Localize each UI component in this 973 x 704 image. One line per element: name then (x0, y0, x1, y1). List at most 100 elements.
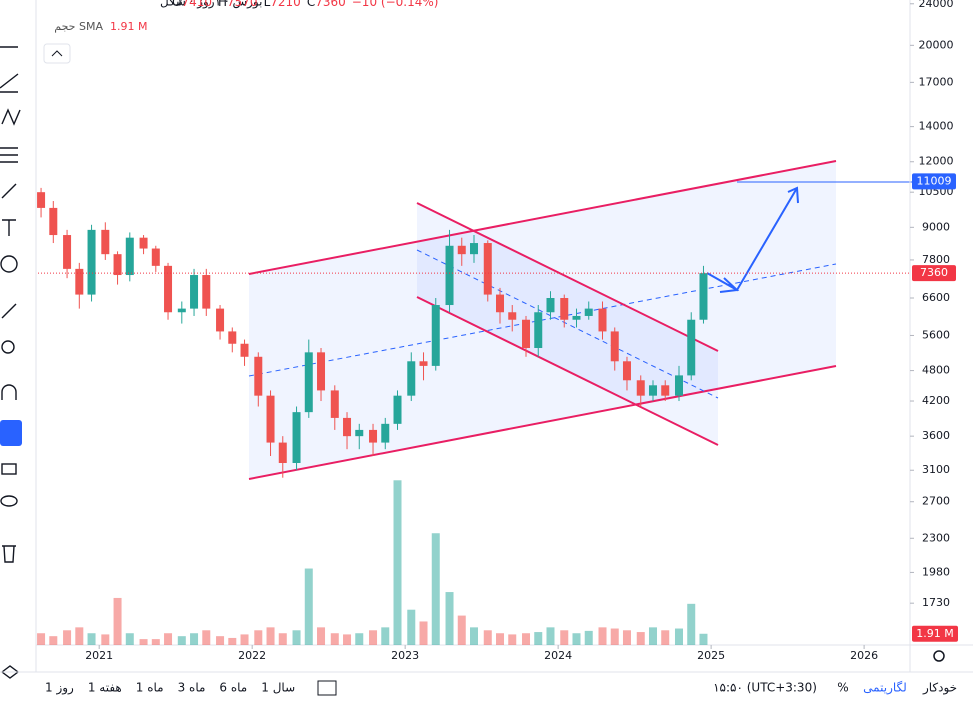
tool-emoji[interactable] (0, 255, 18, 273)
ohlc-value: 7410 (181, 0, 212, 9)
tool-ruler[interactable] (1, 303, 17, 319)
volume-bar (622, 630, 631, 645)
volume-bar (661, 630, 670, 645)
y-tick-label: 3100 (922, 463, 950, 476)
volume-bar (330, 633, 339, 645)
volume-bar (508, 634, 517, 645)
tool-lock-draw-active[interactable] (0, 420, 22, 446)
x-tick-label: 2024 (544, 649, 572, 662)
range-button[interactable]: 6 ماه (219, 681, 247, 695)
candle-body (87, 229, 96, 295)
candle-body (355, 429, 364, 437)
volume-bar (445, 592, 454, 645)
candle-body (125, 237, 134, 276)
volume-bar (87, 633, 96, 645)
volume-bar (125, 633, 134, 645)
x-tick-label: 2023 (391, 649, 419, 662)
settings[interactable] (933, 650, 945, 662)
last-price-box (912, 265, 956, 282)
candle-body (534, 312, 543, 349)
volume-bar (431, 533, 440, 645)
candle-body (546, 298, 555, 313)
tool-pattern[interactable] (1, 108, 21, 126)
volume-bar (483, 630, 492, 645)
tool-magnet[interactable] (1, 384, 17, 400)
tool-brush[interactable] (1, 183, 17, 199)
range-button[interactable]: 1 روز (45, 681, 74, 696)
volume-box (912, 625, 958, 642)
candle-body (330, 390, 339, 418)
candle-body (49, 207, 58, 236)
volume-bar (113, 597, 122, 645)
candle-body (560, 298, 569, 320)
volume-bar (216, 636, 225, 645)
candle-body (228, 331, 237, 344)
volume-bar (674, 628, 683, 645)
candle-body (622, 361, 631, 381)
candle-body (483, 243, 492, 295)
volume-label: 1.91 M (916, 627, 953, 640)
x-tick-label: 2026 (850, 649, 878, 662)
volume-bar (636, 632, 645, 645)
volume-bar (343, 634, 352, 645)
volume-bar (546, 627, 555, 645)
channel-line[interactable] (248, 365, 837, 480)
tool-visibility[interactable] (0, 495, 18, 507)
candle-body (278, 442, 287, 464)
change: −10 (−0.14%) (352, 0, 439, 9)
channel-line[interactable] (416, 296, 719, 446)
y-tick-label: 3600 (922, 429, 950, 442)
y-tick-label: 4200 (922, 394, 950, 407)
range-button[interactable]: 1 سال (261, 681, 295, 695)
volume-bar (292, 630, 301, 645)
candle-body (522, 319, 531, 349)
tool-text[interactable] (2, 219, 16, 236)
candle-body (648, 385, 657, 396)
candle-body (381, 423, 390, 443)
candle-body (292, 412, 301, 464)
candle-body (699, 273, 708, 320)
candle-body (393, 395, 402, 424)
y-tick-label: 6600 (922, 291, 950, 304)
volume-bar (407, 609, 416, 645)
candle-body (419, 361, 428, 366)
ohlc-label: H (218, 0, 227, 9)
collapse-button[interactable] (43, 43, 71, 64)
volume-bar (610, 628, 619, 645)
volume-bar (470, 627, 478, 645)
tool-lock[interactable] (1, 463, 17, 475)
ohlc-value: 7360 (315, 0, 346, 9)
log-toggle[interactable]: لگاریتمی (863, 681, 907, 696)
goto-date[interactable] (317, 680, 337, 696)
candle-body (190, 275, 199, 309)
volume-bar (190, 633, 199, 645)
range-button[interactable]: 1 هفته (88, 681, 122, 695)
channel-mid[interactable] (248, 263, 837, 377)
x-tick-label: 2021 (85, 649, 113, 662)
channel-line[interactable] (416, 202, 719, 352)
y-tick-label: 12000 (919, 155, 954, 168)
channel-mid[interactable] (416, 249, 719, 399)
tool-fib[interactable] (0, 147, 18, 163)
tool-delete[interactable] (2, 545, 16, 563)
percent-toggle[interactable]: % (837, 681, 848, 695)
timezone[interactable]: ۱۵:۵۰ (UTC+3:30) (713, 681, 817, 695)
candle-body (457, 245, 466, 255)
volume-bar (139, 639, 148, 645)
candle-body (37, 192, 46, 208)
symbol-title: بورس · ۱روز · شکل (160, 0, 263, 10)
y-tick-label: 7800 (922, 253, 950, 266)
channel-line[interactable] (248, 160, 837, 275)
candle-body (254, 356, 263, 396)
range-button[interactable]: 1 ماه (136, 681, 164, 695)
volume-bar (37, 633, 46, 645)
auto-toggle[interactable]: خودکار (922, 681, 957, 696)
tool-trend[interactable] (0, 73, 19, 93)
range-button[interactable]: 3 ماه (178, 681, 206, 695)
candle-body (151, 248, 160, 266)
candle-body (266, 395, 275, 443)
candle-body (139, 237, 148, 249)
tool-zoom[interactable] (1, 340, 15, 354)
candle-body (496, 294, 505, 313)
